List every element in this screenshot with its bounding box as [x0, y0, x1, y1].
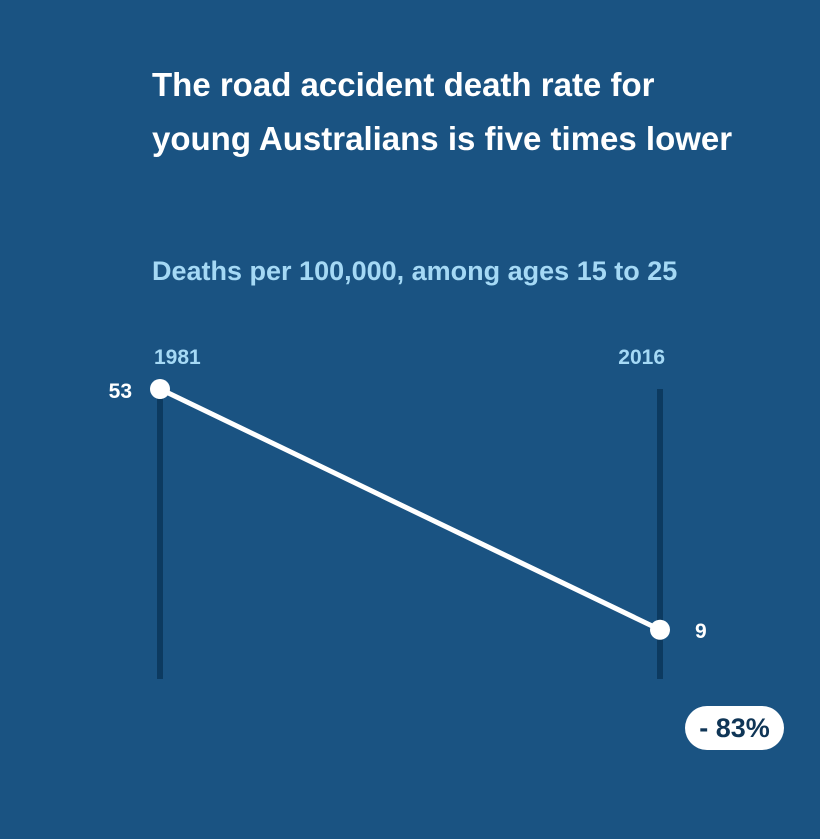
chart-title: The road accident death rate for young A… [152, 66, 733, 157]
data-point-2016 [650, 619, 670, 640]
change-badge: - 83% [685, 706, 784, 750]
series-line [157, 386, 663, 633]
data-label-2016: 9 [695, 620, 707, 643]
x-tick-label-2016: 2016 [618, 346, 665, 369]
x-tick-label-1981: 1981 [154, 346, 201, 369]
data-label-1981: 53 [109, 380, 132, 403]
chart-subtitle: Deaths per 100,000, among ages 15 to 25 [152, 256, 678, 286]
data-point-1981 [150, 379, 170, 399]
